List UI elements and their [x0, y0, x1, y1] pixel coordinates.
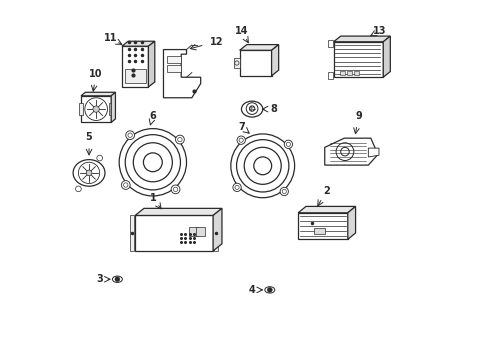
Text: 5: 5: [86, 132, 93, 143]
Polygon shape: [135, 208, 222, 215]
FancyBboxPatch shape: [167, 65, 181, 72]
Circle shape: [284, 140, 293, 148]
Text: 14: 14: [235, 26, 248, 36]
Polygon shape: [298, 213, 348, 239]
Circle shape: [233, 183, 241, 192]
Ellipse shape: [242, 101, 263, 117]
Polygon shape: [383, 36, 391, 77]
FancyBboxPatch shape: [214, 215, 218, 251]
Circle shape: [126, 131, 134, 140]
FancyBboxPatch shape: [314, 228, 325, 234]
Polygon shape: [164, 50, 201, 98]
Polygon shape: [240, 45, 279, 50]
Polygon shape: [81, 96, 111, 122]
Polygon shape: [325, 138, 378, 165]
FancyBboxPatch shape: [340, 71, 345, 76]
Circle shape: [237, 136, 245, 144]
Polygon shape: [348, 206, 356, 239]
Polygon shape: [111, 92, 116, 122]
Ellipse shape: [73, 159, 105, 186]
FancyBboxPatch shape: [328, 72, 333, 79]
Text: 7: 7: [238, 122, 245, 132]
Circle shape: [86, 170, 92, 176]
FancyBboxPatch shape: [328, 40, 333, 47]
Circle shape: [280, 187, 289, 195]
Text: 13: 13: [373, 26, 387, 36]
Text: 10: 10: [89, 69, 103, 79]
Circle shape: [268, 287, 272, 292]
FancyBboxPatch shape: [234, 58, 240, 68]
Polygon shape: [135, 215, 213, 251]
Polygon shape: [81, 92, 116, 96]
Polygon shape: [213, 208, 222, 251]
Circle shape: [115, 277, 120, 282]
FancyBboxPatch shape: [130, 215, 134, 251]
Text: 11: 11: [103, 33, 117, 43]
Polygon shape: [122, 41, 155, 46]
Text: 3: 3: [97, 274, 103, 284]
Polygon shape: [368, 148, 379, 157]
FancyBboxPatch shape: [124, 69, 146, 84]
Text: 4: 4: [249, 285, 255, 295]
Polygon shape: [298, 206, 356, 213]
Circle shape: [231, 134, 294, 198]
Text: 8: 8: [270, 104, 277, 114]
Ellipse shape: [112, 276, 122, 283]
Ellipse shape: [265, 287, 275, 293]
FancyBboxPatch shape: [109, 103, 113, 116]
FancyBboxPatch shape: [79, 103, 83, 116]
Polygon shape: [148, 41, 155, 87]
Circle shape: [75, 186, 81, 192]
FancyBboxPatch shape: [189, 227, 198, 236]
Text: 6: 6: [149, 111, 156, 121]
Circle shape: [119, 129, 187, 196]
Circle shape: [175, 135, 184, 144]
Text: 9: 9: [355, 111, 362, 121]
Polygon shape: [334, 36, 391, 42]
Text: 2: 2: [323, 186, 330, 195]
Polygon shape: [334, 42, 383, 77]
Circle shape: [97, 155, 102, 161]
FancyBboxPatch shape: [347, 71, 352, 76]
Circle shape: [171, 185, 180, 194]
FancyBboxPatch shape: [196, 227, 205, 236]
Text: 1: 1: [149, 193, 156, 203]
Polygon shape: [271, 45, 279, 76]
Circle shape: [93, 106, 99, 112]
FancyBboxPatch shape: [167, 56, 181, 63]
Polygon shape: [122, 46, 148, 87]
FancyBboxPatch shape: [354, 71, 359, 76]
Circle shape: [122, 181, 130, 189]
Polygon shape: [240, 50, 271, 76]
Text: 12: 12: [210, 37, 223, 47]
